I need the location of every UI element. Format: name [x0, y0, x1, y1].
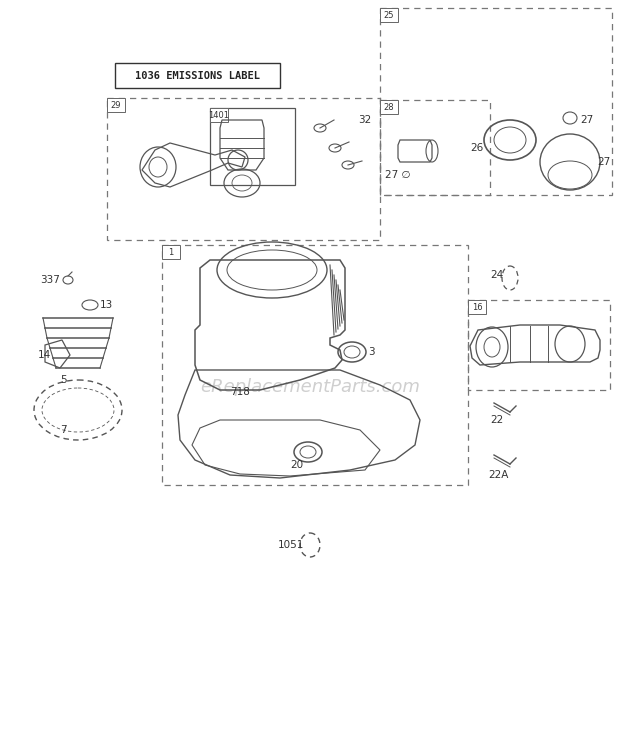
- Text: 13: 13: [100, 300, 113, 310]
- Text: 29: 29: [111, 100, 122, 109]
- Text: 1051: 1051: [278, 540, 304, 550]
- Text: 1401: 1401: [208, 111, 229, 120]
- Text: 337: 337: [40, 275, 60, 285]
- Bar: [162, 245, 468, 485]
- Bar: [210, 108, 295, 185]
- Bar: [468, 300, 610, 390]
- Text: 32: 32: [358, 115, 371, 125]
- Text: 27 ∅: 27 ∅: [385, 170, 410, 180]
- Text: 28: 28: [384, 103, 394, 112]
- Text: eReplacementParts.com: eReplacementParts.com: [200, 378, 420, 396]
- Text: 24: 24: [490, 270, 503, 280]
- Text: 1: 1: [169, 248, 174, 257]
- Bar: [107, 98, 125, 112]
- Text: 22A: 22A: [488, 470, 508, 480]
- Text: 27: 27: [580, 115, 593, 125]
- Text: 22: 22: [490, 415, 503, 425]
- Bar: [162, 245, 180, 259]
- Bar: [380, 8, 398, 22]
- Bar: [107, 98, 380, 240]
- Text: 5: 5: [60, 375, 66, 385]
- Bar: [380, 100, 398, 114]
- Text: 3: 3: [368, 347, 374, 357]
- Text: 7: 7: [60, 425, 66, 435]
- Text: 27: 27: [597, 157, 610, 167]
- Text: 1036 EMISSIONS LABEL: 1036 EMISSIONS LABEL: [135, 71, 260, 80]
- Text: 16: 16: [472, 303, 482, 312]
- Text: 26: 26: [470, 143, 483, 153]
- Text: 14: 14: [38, 350, 51, 360]
- Text: 25: 25: [384, 10, 394, 19]
- Bar: [115, 63, 280, 88]
- Bar: [468, 300, 486, 314]
- Text: 718: 718: [230, 387, 250, 397]
- Bar: [380, 8, 612, 195]
- Bar: [210, 108, 228, 122]
- Bar: [380, 100, 490, 195]
- Text: 20: 20: [290, 460, 303, 470]
